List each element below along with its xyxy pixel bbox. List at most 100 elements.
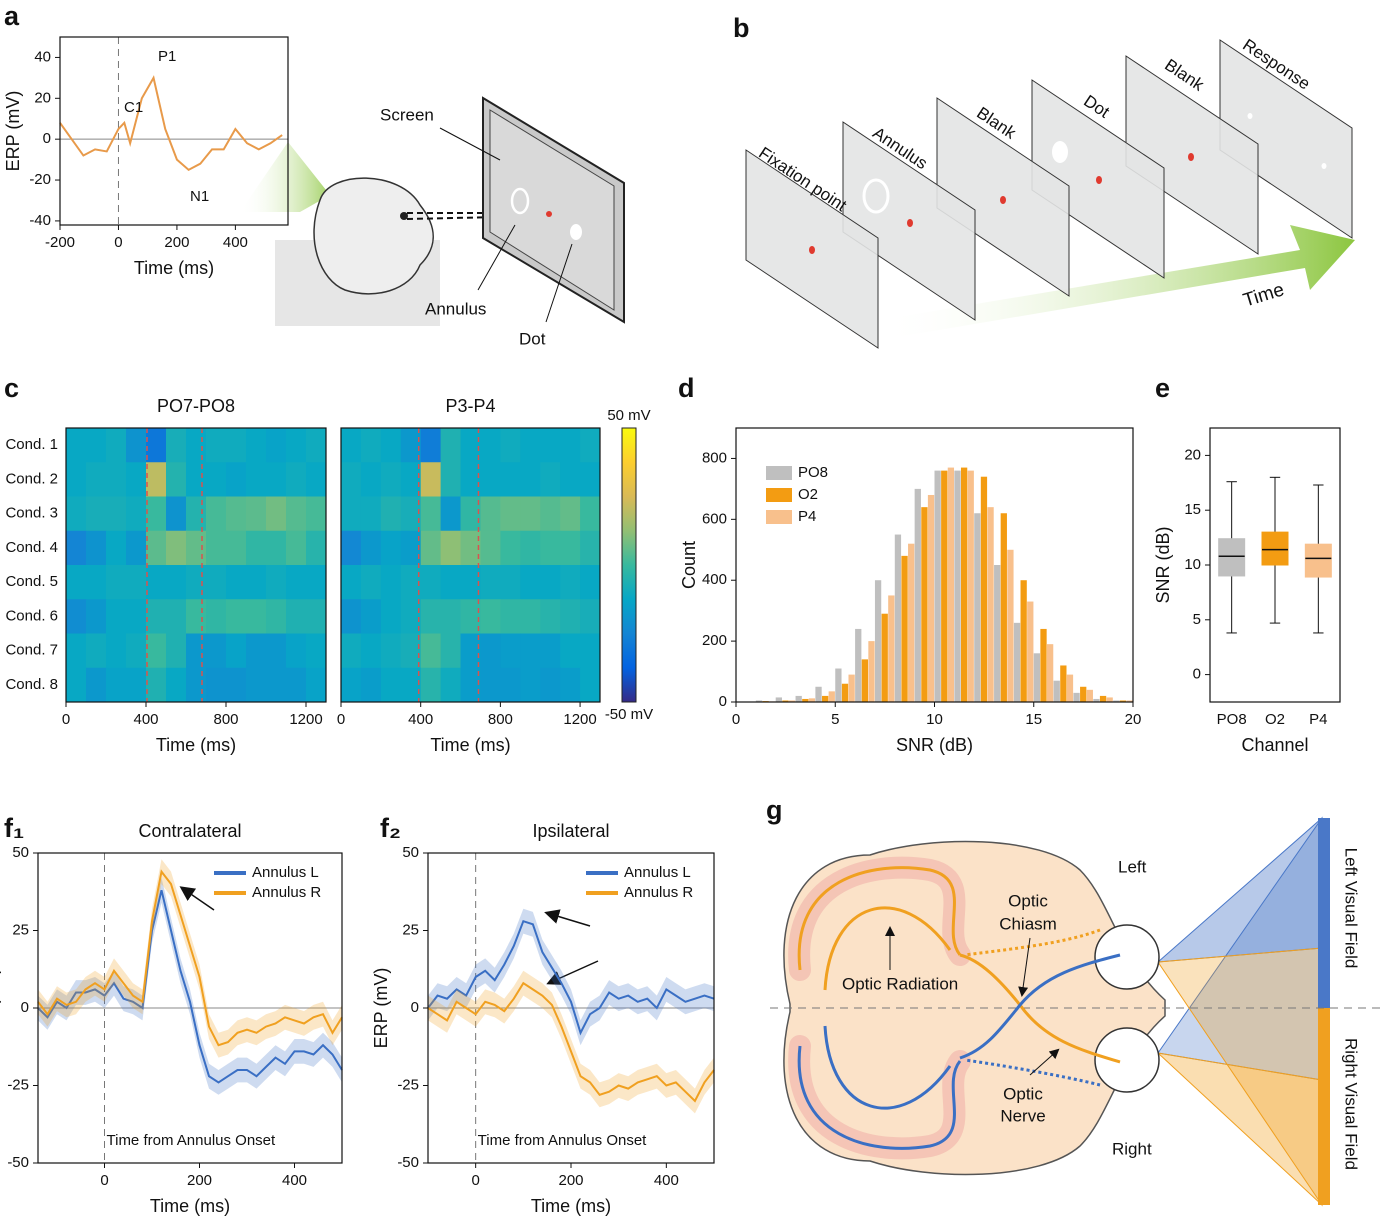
gaze-line [406,215,549,220]
heat-cell [400,633,422,669]
hist-bar [808,698,816,702]
y-tick-label: -25 [7,1076,29,1093]
legend-swatch [766,510,792,524]
legend-label: Annulus R [252,884,321,901]
heat-cell [246,428,267,463]
right-field-bar [1318,1008,1330,1205]
heat-cell [360,565,382,600]
legend-label: P4 [798,508,816,525]
heat-cell [166,428,187,463]
heat-cell [186,667,207,703]
chart-title: PO7-PO8 [157,396,235,416]
heat-cell [206,667,227,703]
heat-cell [86,530,107,566]
heat-cell [166,633,187,669]
hist-bar [1020,580,1027,702]
monkey-eye [400,212,408,220]
time-arrow [880,225,1355,340]
label-annulus: Annulus [425,299,486,318]
heat-cell [560,530,581,566]
hist-bar [1066,674,1074,702]
hist-bar [901,555,908,702]
heat-cell [186,428,207,463]
hist-bar [835,668,842,702]
hist-bar [1000,513,1007,702]
legend-label: O2 [798,486,818,503]
x-axis-label: Time (ms) [156,735,236,755]
heat-cell [520,633,541,669]
panel-label: g [766,795,783,825]
heat-cell [380,599,402,634]
hist-bar [934,470,941,702]
heat-cell [540,428,561,463]
heat-cell [106,599,127,634]
heat-cell [460,496,481,532]
heat-cell [86,599,107,634]
y-tick-label: 10 [1184,556,1201,573]
fixation-dot [809,246,815,254]
series-line [37,889,343,1084]
peak-arrow [544,909,591,927]
hist-bar [954,470,961,702]
visual-pathway: g Left Right Optic Chiasm Optic Radiatio… [766,795,1386,1207]
heat-cell [306,565,327,600]
heat-cell [480,667,501,703]
heat-cell [360,633,382,669]
heat-cell [440,428,462,463]
trial-sequence: b Response Blank Dot Blank Annulus Fixat… [733,13,1355,349]
legend-label: Annulus L [252,864,319,881]
heat-cell [540,530,561,566]
heat-cell [306,633,327,669]
heat-cell [266,667,287,703]
heat-cell [146,428,167,463]
heat-cell [86,462,107,497]
y-tick-label: 0 [21,999,29,1016]
panel-label: c [4,373,19,403]
heat-cell [500,599,521,634]
heat-cell [500,667,521,703]
y-tick-label: 15 [1184,501,1201,518]
fixation-dot [1000,196,1006,204]
heat-cell [226,633,247,669]
hist-bar [908,543,915,702]
heat-cell [560,462,581,497]
heat-cell [460,633,481,669]
hist-bar [921,507,928,702]
x-axis-label: Time (ms) [134,258,214,278]
heat-cell [341,565,362,600]
hist-bar [1053,680,1060,702]
y-tick-label: 200 [702,632,727,649]
heat-cell [306,530,327,566]
heat-cell [500,565,521,600]
heat-cell [460,428,481,463]
hist-bar [927,494,935,702]
heat-cell [186,565,207,600]
heat-cell [480,530,501,566]
annotation: Time from Annulus Onset [478,1132,648,1149]
heat-cell [286,496,307,532]
heat-cell [106,462,127,497]
heat-cell [420,565,442,600]
heat-cell [341,667,362,703]
series-line [427,981,715,1103]
heat-cell [166,462,187,497]
heat-cell [341,462,362,497]
fixation-dot [546,211,552,217]
hist-bar [967,470,974,702]
view-beam [240,142,330,212]
plot-frame [59,36,289,226]
heat-cell [86,565,107,600]
label-chiasm: Chiasm [999,914,1057,933]
error-band [428,970,714,1114]
left-field-bar [1318,818,1330,1008]
x-tick-label: 400 [654,1172,679,1189]
peak-arrow [179,886,215,911]
heat-cell [440,462,462,497]
heat-cell [360,428,382,463]
heat-cell [520,599,541,634]
heat-cell [560,599,581,634]
heat-cell [500,530,521,566]
heat-cell [246,599,267,634]
heat-cell [580,462,601,497]
heat-cell [580,530,601,566]
